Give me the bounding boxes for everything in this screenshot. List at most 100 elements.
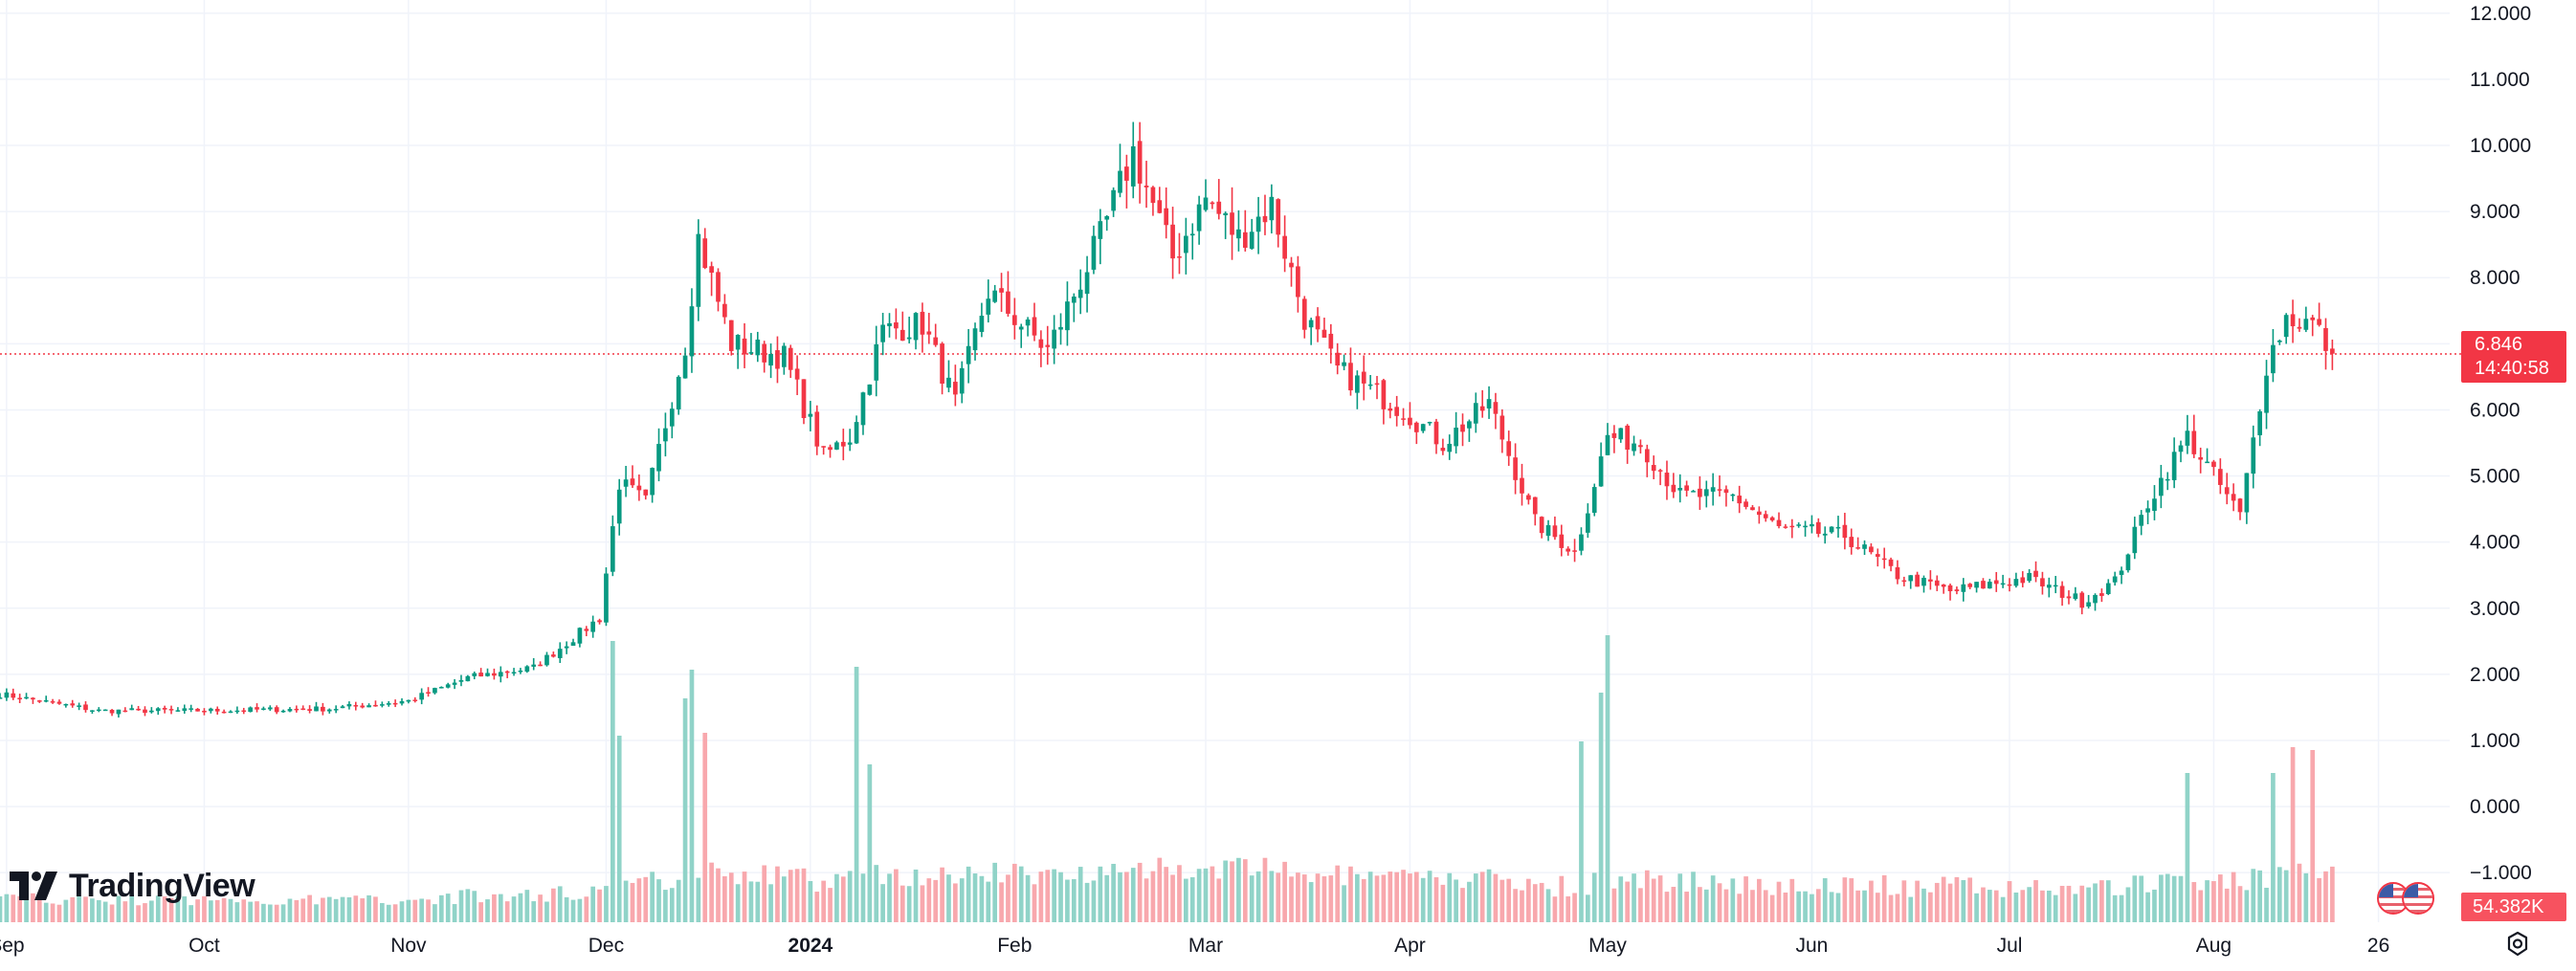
- candle-body: [2251, 437, 2256, 474]
- volume-bar: [1203, 868, 1209, 922]
- candle-body: [1651, 465, 1656, 472]
- volume-bar: [1118, 872, 1122, 922]
- candle-body: [1328, 333, 1334, 349]
- candle-body: [189, 708, 194, 710]
- candle-body: [716, 272, 721, 302]
- candle-body: [1934, 580, 1940, 586]
- candle-body: [755, 339, 761, 356]
- volume-bar: [1572, 893, 1577, 922]
- volume-bar: [1130, 868, 1136, 922]
- candle-body: [485, 673, 490, 676]
- volume-bar: [1157, 857, 1163, 922]
- candle-body: [920, 311, 925, 335]
- volume-bar: [458, 890, 464, 922]
- candle-body: [1520, 477, 1524, 494]
- candle-body: [1077, 289, 1083, 298]
- volume-bar: [1473, 873, 1478, 922]
- time-axis[interactable]: Sep Oct Nov Dec 2024 Feb Mar Apr May Jun Jul Aug 26: [0, 935, 2389, 957]
- candle-body: [986, 298, 991, 315]
- bar-countdown: 14:40:58: [2475, 358, 2549, 379]
- volume-bar: [590, 886, 596, 922]
- us-flag-icon[interactable]: [2377, 882, 2440, 916]
- volume-bar: [650, 872, 655, 922]
- volume-bar: [1065, 879, 1070, 922]
- volume-bar: [228, 898, 233, 922]
- volume-bar: [412, 899, 418, 922]
- volume-bar: [472, 891, 477, 922]
- candle-body: [643, 489, 649, 496]
- candle-body: [143, 709, 147, 714]
- volume-bar: [333, 898, 339, 922]
- volume-bar: [2251, 869, 2256, 922]
- volume-bar: [1532, 884, 1538, 922]
- settings-icon[interactable]: [2503, 930, 2532, 959]
- volume-bar: [808, 880, 813, 922]
- candle-body: [1315, 316, 1321, 330]
- candle-body: [636, 485, 642, 491]
- volume-bar: [386, 904, 391, 922]
- candle-body: [1321, 329, 1327, 338]
- volume-bar: [2093, 883, 2098, 922]
- volume-bar: [518, 893, 523, 922]
- last-volume-badge: 54.382K: [2461, 893, 2566, 921]
- volume-bar: [2231, 872, 2236, 922]
- candle-body: [2020, 577, 2026, 584]
- candle-body: [1394, 407, 1400, 416]
- candle-body: [1230, 212, 1234, 235]
- candle-body: [880, 324, 885, 342]
- volume-bar: [669, 888, 675, 922]
- candle-body: [24, 696, 29, 699]
- candle-body: [1552, 525, 1558, 538]
- volume-bar: [584, 896, 589, 922]
- candle-body: [1901, 580, 1907, 583]
- candle-body: [426, 692, 431, 695]
- volume-bar: [1315, 873, 1321, 922]
- candle-body: [1730, 494, 1736, 497]
- volume-bar: [1124, 872, 1129, 922]
- candle-body: [445, 684, 451, 688]
- candle-body: [1157, 200, 1163, 213]
- volume-bar: [1071, 879, 1077, 922]
- candle-body: [702, 238, 708, 269]
- candle-body: [1374, 383, 1380, 386]
- candle-body: [1921, 578, 1926, 586]
- candle-body: [314, 706, 319, 712]
- candle-body: [2007, 584, 2012, 586]
- volume-bar: [2053, 894, 2058, 922]
- volume-bar: [1454, 879, 1458, 922]
- candle-body: [307, 709, 312, 711]
- volume-bar: [1486, 869, 1492, 922]
- candle-body: [1189, 233, 1195, 236]
- volume-bar: [1822, 878, 1828, 922]
- volume-bar: [623, 880, 629, 922]
- candle-body: [241, 710, 247, 713]
- volume-bar: [77, 896, 81, 922]
- volume-bar: [2059, 886, 2065, 922]
- volume-bar: [1579, 741, 1584, 922]
- candle-body: [1849, 537, 1854, 547]
- candle-body: [1104, 215, 1110, 220]
- candle-body: [1888, 559, 1894, 566]
- candle-body: [1539, 517, 1544, 534]
- candle-body: [2152, 498, 2157, 512]
- candle-body: [109, 709, 115, 714]
- volume-bar: [1084, 882, 1090, 922]
- volume-bar: [1210, 866, 1215, 922]
- volume-bar: [782, 876, 787, 922]
- price-axis[interactable]: 12.00011.00010.0009.0008.0007.0006.0005.…: [2470, 3, 2532, 884]
- tradingview-logo[interactable]: TradingView: [10, 863, 255, 909]
- candle-body: [834, 442, 839, 450]
- volume-bar: [2271, 773, 2276, 922]
- candle-body: [300, 708, 306, 711]
- volume-bar: [255, 901, 259, 922]
- volume-bar: [636, 878, 642, 922]
- candle-body: [1835, 526, 1841, 529]
- candle-body: [926, 331, 932, 335]
- candle-body: [933, 337, 939, 345]
- time-tick-label: 2024: [788, 935, 833, 957]
- volume-bar: [1611, 888, 1617, 922]
- volume-bar: [2152, 889, 2157, 922]
- volume-bar: [1743, 876, 1748, 922]
